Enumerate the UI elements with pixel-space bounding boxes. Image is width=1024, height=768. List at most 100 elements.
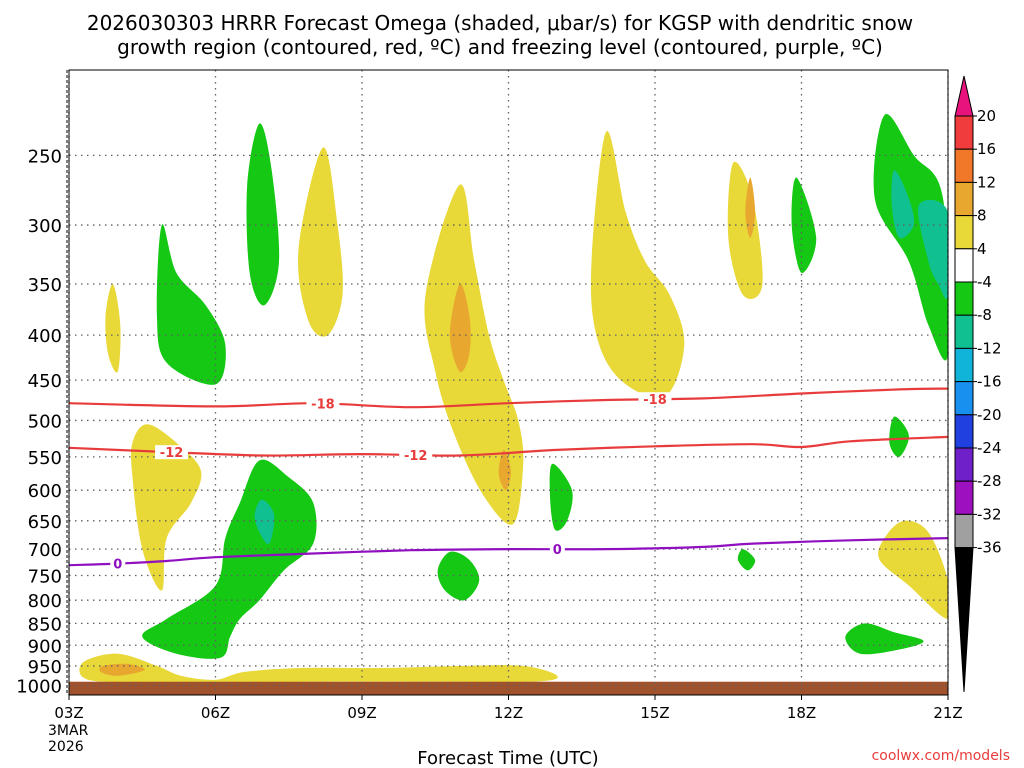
colorbar-segment	[954, 281, 974, 316]
omega-region	[891, 170, 915, 239]
colorbar-segment	[954, 447, 974, 482]
y-tick-label: 300	[28, 216, 62, 237]
omega-regions	[79, 114, 948, 684]
colorbar-segment	[954, 513, 974, 549]
omega-region	[737, 549, 756, 571]
omega-region	[918, 200, 948, 299]
dgz-minus-18-line	[68, 387, 949, 409]
colorbar-label: -16	[977, 373, 1002, 391]
dgz-minus-18-label: -18	[311, 398, 335, 413]
dgz-minus-12-label: -12	[160, 446, 184, 461]
y-tick-label: 750	[28, 567, 62, 588]
colorbar-segment	[954, 414, 974, 449]
omega-region	[254, 499, 275, 545]
omega-region	[878, 520, 948, 619]
colorbar-segment	[954, 480, 974, 515]
colorbar-segment	[954, 314, 974, 349]
omega-region	[105, 283, 121, 373]
omega-region	[791, 177, 817, 274]
x-date-line2: 2026	[48, 739, 84, 755]
y-tick-label: 250	[28, 146, 62, 167]
omega-region	[298, 147, 343, 337]
omega-region	[873, 114, 948, 361]
y-tick-label: 950	[28, 657, 62, 678]
x-tick-label: 12Z	[494, 704, 523, 722]
colorbar-segment	[954, 347, 974, 383]
y-tick-label: 550	[28, 448, 62, 469]
x-tick-label: 03Z	[54, 704, 83, 722]
y-tick-label: 600	[28, 481, 62, 502]
omega-region	[99, 663, 145, 676]
colorbar-label: -28	[977, 472, 1002, 490]
colorbar-segment	[954, 215, 974, 250]
dgz-minus-12-label: -12	[404, 449, 428, 464]
colorbar-label: -32	[977, 505, 1002, 523]
colorbar-label: 16	[977, 140, 996, 158]
x-tick-label: 09Z	[347, 704, 376, 722]
omega-region	[424, 184, 524, 525]
colorbar-label: -4	[977, 273, 992, 291]
omega-region	[449, 283, 471, 373]
x-axis-label: Forecast Time (UTC)	[417, 748, 598, 768]
dgz-minus-18-label-bg	[306, 396, 340, 411]
colorbar: 20 16 12 8 4 -4 -8 -12 -16 -20 -24 -28 -32 -36	[954, 75, 1002, 693]
omega-region	[889, 416, 909, 458]
colorbar-segment	[954, 248, 974, 283]
dgz-minus-12-label-bg	[155, 445, 189, 460]
colorbar-label: -36	[977, 539, 1002, 557]
freezing-level-label-bg	[110, 556, 126, 571]
plot-area: -18 -18 -12 -12 0 0 250 300 350 400 450 500 550 600 65…	[16, 69, 1002, 722]
omega-region	[727, 161, 763, 300]
colorbar-label: 20	[977, 107, 996, 125]
chart-title-line2: growth region (contoured, red, ºC) and f…	[117, 35, 883, 59]
y-tick-label: 450	[28, 371, 62, 392]
y-tick-label: 900	[28, 636, 62, 657]
dgz-minus-18-label-bg	[638, 392, 672, 407]
freezing-level-label-bg	[549, 542, 565, 557]
x-tick-label: 06Z	[201, 704, 230, 722]
omega-region	[437, 551, 480, 601]
x-tick-label: 21Z	[933, 704, 962, 722]
colorbar-label: 4	[977, 240, 987, 258]
colorbar-bottom-arrow	[954, 547, 974, 693]
y-tick-label: 500	[28, 411, 62, 432]
colorbar-label: -8	[977, 306, 992, 324]
watermark: coolwx.com/models	[872, 748, 1010, 764]
freezing-level-line	[68, 537, 949, 567]
chart-title-line1: 2026030303 HRRR Forecast Omega (shaded, …	[87, 11, 913, 35]
omega-region	[590, 130, 685, 399]
colorbar-label: 8	[977, 207, 987, 225]
omega-region	[156, 224, 226, 385]
colorbar-segment	[954, 148, 974, 183]
y-tick-label: 700	[28, 540, 62, 561]
colorbar-segment	[954, 181, 974, 217]
freezing-level-label: 0	[553, 543, 562, 558]
x-tick-label: 18Z	[787, 704, 816, 722]
omega-region	[845, 623, 924, 655]
x-date-line1: 3MAR	[48, 723, 89, 739]
colorbar-label: -20	[977, 406, 1002, 424]
dgz-minus-12-line	[68, 435, 949, 457]
omega-region	[498, 449, 511, 491]
colorbar-segment	[954, 381, 974, 416]
x-tick-label: 15Z	[640, 704, 669, 722]
omega-region	[745, 177, 756, 238]
y-tick-label: 1000	[16, 677, 62, 698]
dgz-minus-18-label: -18	[643, 393, 667, 408]
freezing-level-label: 0	[113, 558, 122, 573]
omega-region	[130, 424, 202, 591]
y-tick-label: 650	[28, 512, 62, 533]
colorbar-label: 12	[977, 173, 996, 191]
colorbar-label: -24	[977, 439, 1002, 457]
y-tick-label: 400	[28, 326, 62, 347]
y-tick-label: 350	[28, 275, 62, 296]
omega-region	[246, 123, 280, 306]
omega-region	[79, 653, 558, 684]
y-tick-label: 800	[28, 591, 62, 612]
dgz-minus-12-label-bg	[399, 447, 433, 462]
colorbar-top-arrow	[954, 75, 974, 117]
omega-region	[142, 459, 317, 659]
colorbar-label: -12	[977, 339, 1002, 357]
y-tick-label: 850	[28, 614, 62, 635]
